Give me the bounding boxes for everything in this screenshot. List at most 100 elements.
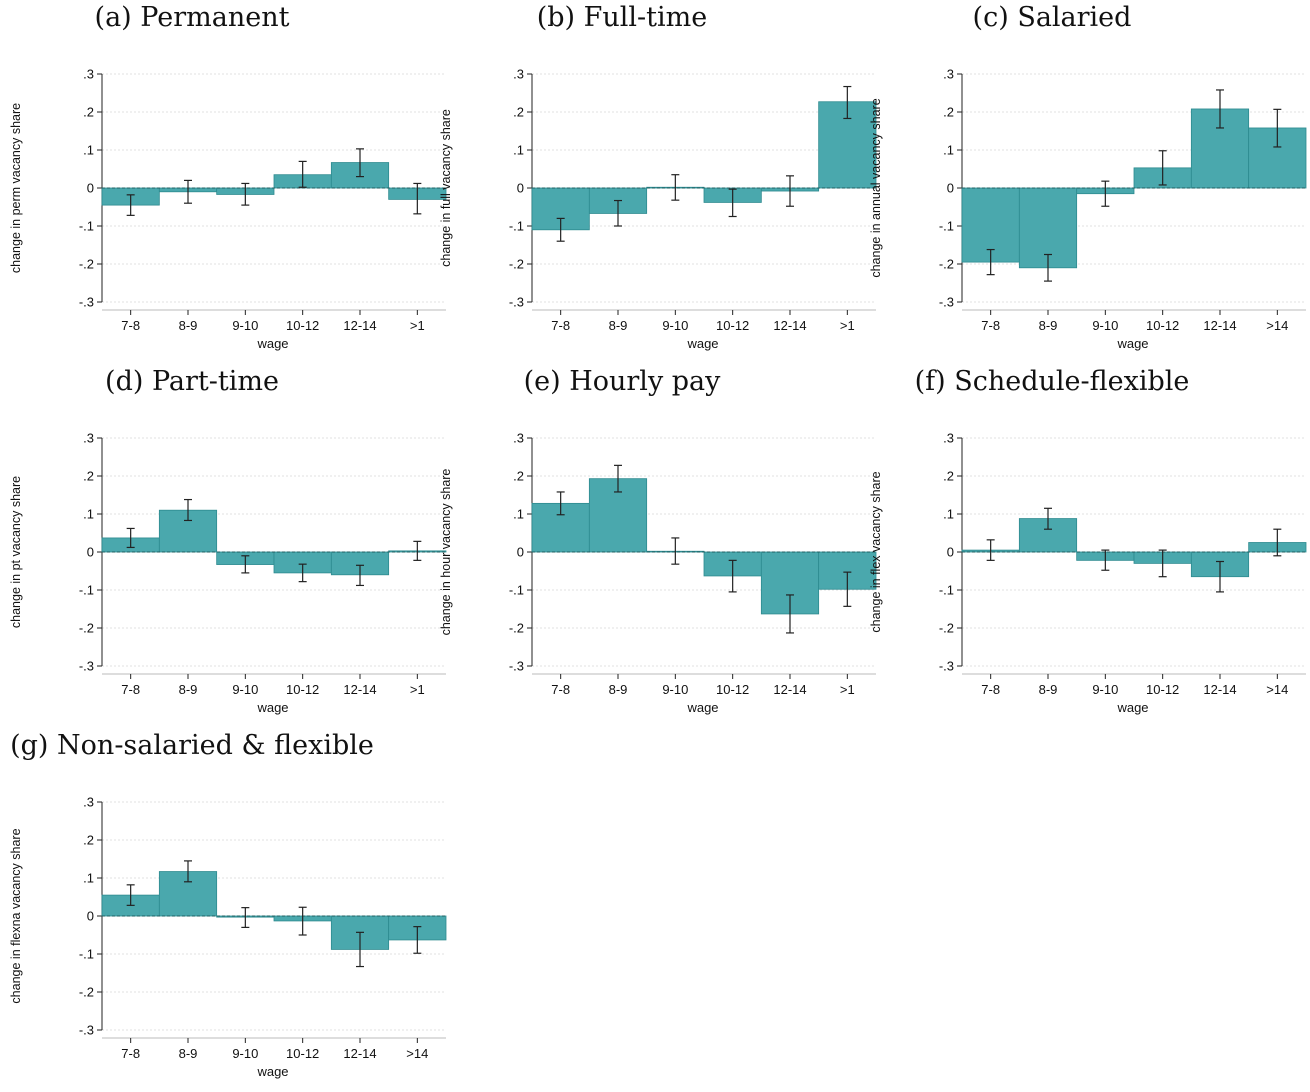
y-tick-label: -.2 (939, 621, 954, 636)
y-tick-label: .2 (943, 105, 954, 120)
panel-title: (e) Hourly pay (523, 366, 721, 397)
x-tick-label: 12-14 (773, 318, 806, 333)
x-tick-label: >1 (840, 318, 855, 333)
y-tick-label: .3 (513, 67, 524, 82)
x-axis-label: wage (1117, 336, 1149, 351)
x-tick-label: 10-12 (716, 682, 749, 697)
x-tick-label: 10-12 (286, 1046, 319, 1061)
panel-title: (f) Schedule-flexible (914, 366, 1190, 397)
chart-plot-permanent: .3 .2 .1 0 -.1 -.2 -.3 7-8 8-9 9-10 10-12 12-14 >1 (79, 67, 447, 333)
y-tick-label: -.1 (509, 219, 524, 234)
x-axis-label: wage (687, 336, 719, 351)
chart-panel-schedule-flexible: (f) Schedule-flexible change in flex vac… (860, 364, 1307, 728)
y-tick-label: .3 (513, 431, 524, 446)
y-tick-label: 0 (947, 181, 954, 196)
y-tick-label: .1 (943, 507, 954, 522)
y-tick-label: -.2 (79, 621, 94, 636)
x-tick-label: 10-12 (286, 318, 319, 333)
y-tick-label: -.3 (79, 659, 94, 674)
x-tick-label: 12-14 (343, 682, 376, 697)
y-tick-label: .2 (943, 469, 954, 484)
x-axis-label: wage (257, 700, 289, 715)
x-tick-label: 12-14 (773, 682, 806, 697)
x-axis-label: wage (257, 336, 289, 351)
x-tick-label: 9-10 (232, 1046, 258, 1061)
x-tick-label: 7-8 (551, 318, 570, 333)
y-tick-label: -.2 (509, 257, 524, 272)
x-tick-label: 8-9 (609, 682, 628, 697)
chart-panel-permanent: (a) Permanent change in perm vacancy sha… (0, 0, 447, 364)
x-tick-label: >14 (406, 1046, 428, 1061)
y-tick-label: 0 (87, 909, 94, 924)
x-tick-label: 12-14 (1203, 682, 1236, 697)
y-tick-label: -.2 (939, 257, 954, 272)
y-tick-label: .2 (83, 833, 94, 848)
x-tick-label: 7-8 (121, 1046, 140, 1061)
x-tick-label: 8-9 (1039, 682, 1058, 697)
y-tick-label: .3 (83, 431, 94, 446)
y-tick-label: .1 (83, 143, 94, 158)
y-tick-label: 0 (517, 181, 524, 196)
x-tick-label: 12-14 (343, 318, 376, 333)
x-tick-label: >1 (840, 682, 855, 697)
y-tick-label: -.1 (509, 583, 524, 598)
chart-plot-salaried: .3 .2 .1 0 -.1 -.2 -.3 7-8 8-9 9-10 10-12 12-14 >14 (939, 67, 1307, 333)
y-tick-label: -.1 (79, 583, 94, 598)
chart-panel-non-salaried-flexible: (g) Non-salaried & flexible change in fl… (0, 728, 447, 1092)
x-tick-label: 10-12 (1146, 682, 1179, 697)
y-tick-label: 0 (87, 181, 94, 196)
x-tick-label: 7-8 (121, 682, 140, 697)
x-tick-label: 9-10 (662, 682, 688, 697)
x-tick-label: 7-8 (121, 318, 140, 333)
y-tick-label: -.1 (939, 583, 954, 598)
x-tick-label: 7-8 (981, 318, 1000, 333)
y-tick-label: .2 (83, 469, 94, 484)
x-tick-label: 8-9 (1039, 318, 1058, 333)
y-tick-label: -.3 (79, 1023, 94, 1038)
x-tick-label: 10-12 (1146, 318, 1179, 333)
y-tick-label: .3 (83, 67, 94, 82)
y-tick-label: -.3 (79, 295, 94, 310)
y-tick-label: .2 (513, 105, 524, 120)
x-tick-label: >14 (1266, 318, 1288, 333)
y-tick-label: 0 (517, 545, 524, 560)
panel-title: (c) Salaried (972, 2, 1132, 33)
y-tick-label: .2 (83, 105, 94, 120)
y-tick-label: -.3 (509, 295, 524, 310)
chart-panel-hourly-pay: (e) Hourly pay change in hour vacancy sh… (430, 364, 877, 728)
y-tick-label: -.3 (939, 295, 954, 310)
x-tick-label: >14 (1266, 682, 1288, 697)
y-tick-label: .1 (513, 143, 524, 158)
y-tick-label: -.3 (509, 659, 524, 674)
x-axis-label: wage (687, 700, 719, 715)
y-tick-label: .3 (943, 67, 954, 82)
y-tick-label: -.2 (79, 257, 94, 272)
y-tick-label: .2 (513, 469, 524, 484)
chart-panel-part-time: (d) Part-time change in pt vacancy share… (0, 364, 447, 728)
chart-panel-full-time: (b) Full-time change in full vacancy sha… (430, 0, 877, 364)
x-tick-label: 10-12 (716, 318, 749, 333)
y-tick-label: -.3 (939, 659, 954, 674)
x-tick-label: 7-8 (551, 682, 570, 697)
x-axis-label: wage (1117, 700, 1149, 715)
x-tick-label: 12-14 (343, 1046, 376, 1061)
chart-plot-part-time: .3 .2 .1 0 -.1 -.2 -.3 7-8 8-9 9-10 10-12 12-14 >1 (79, 431, 447, 697)
x-tick-label: 12-14 (1203, 318, 1236, 333)
x-tick-label: 9-10 (232, 318, 258, 333)
y-tick-label: -.1 (79, 947, 94, 962)
y-tick-label: .1 (83, 507, 94, 522)
x-tick-label: 9-10 (662, 318, 688, 333)
chart-plot-schedule-flexible: .3 .2 .1 0 -.1 -.2 -.3 7-8 8-9 9-10 10-12 12-14 >14 (939, 431, 1307, 697)
x-tick-label: 8-9 (609, 318, 628, 333)
y-tick-label: .1 (513, 507, 524, 522)
panel-title: (b) Full-time (536, 2, 708, 33)
chart-plot-hourly-pay: .3 .2 .1 0 -.1 -.2 -.3 7-8 8-9 9-10 10-12 12-14 >1 (509, 431, 877, 697)
x-tick-label: 8-9 (179, 682, 198, 697)
x-tick-label: >1 (410, 682, 425, 697)
x-tick-label: 9-10 (1092, 318, 1118, 333)
x-tick-label: 10-12 (286, 682, 319, 697)
panel-title: (d) Part-time (105, 366, 279, 397)
x-tick-label: 7-8 (981, 682, 1000, 697)
y-tick-label: -.2 (509, 621, 524, 636)
x-tick-label: 9-10 (1092, 682, 1118, 697)
